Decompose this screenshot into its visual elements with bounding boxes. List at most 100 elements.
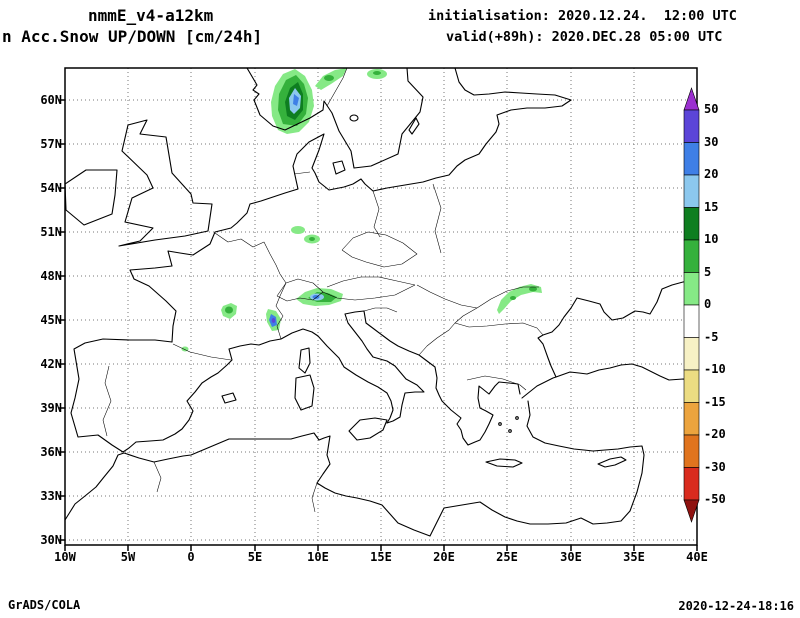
coastline-baltic-northsea-atlantic [129, 68, 572, 343]
island-corsica [298, 347, 311, 374]
lon-tick-label: 10W [54, 550, 76, 564]
colorbar-label: -30 [704, 460, 726, 474]
island-aegean-1 [498, 422, 502, 426]
island-cyprus [597, 456, 627, 468]
lat-tick-label: 30N [40, 533, 62, 547]
colorbar-label: -50 [704, 492, 726, 506]
coastline-ireland [65, 169, 118, 226]
colorbar-label: -15 [704, 395, 726, 409]
border-poland-east [432, 183, 442, 254]
border-denmark-germany [293, 171, 311, 175]
border-austria-north [326, 276, 416, 288]
colorbar-seg-n5-0 [683, 304, 700, 338]
snow-patch-sweden-dot-core [373, 71, 381, 75]
colorbar-seg-20-30 [683, 142, 700, 176]
border-france-italy [275, 282, 287, 340]
snow-patch-sudetes-core [309, 237, 315, 241]
lon-tick-label: 25E [496, 550, 518, 564]
lon-tick-label: 0 [187, 550, 195, 564]
colorbar-seg-5-10 [683, 239, 700, 273]
colorbar-seg-n10-n5 [683, 337, 700, 371]
island-zealand [332, 160, 346, 175]
colorbar-label: -20 [704, 427, 726, 441]
snow-patch-sudetes-1 [291, 226, 305, 234]
snow-patch-norway-streak-core [324, 75, 334, 81]
lat-tick-label: 42N [40, 357, 62, 371]
colorbar-label: -5 [704, 330, 719, 344]
coastline-marmara [521, 376, 557, 399]
island-sardinia [294, 374, 315, 411]
colorbar-label: 50 [704, 102, 719, 116]
border-germany-poland [372, 190, 381, 238]
snow-patch-carpathians [497, 284, 542, 314]
island-aegean-3 [515, 416, 519, 420]
snow-patch-massif-core [225, 306, 233, 314]
island-mallorca [221, 392, 237, 404]
lat-tick-label: 33N [40, 489, 62, 503]
lat-tick-label: 45N [40, 313, 62, 327]
map-frame [64, 67, 698, 546]
colorbar-label: -10 [704, 362, 726, 376]
colorbar-seg-10-15 [683, 207, 700, 241]
colorbar-arrow-bottom [683, 499, 700, 523]
colorbar-seg-n30-n20 [683, 434, 700, 468]
colorbar-label: 30 [704, 135, 719, 149]
lon-tick-label: 10E [307, 550, 329, 564]
lat-tick-label: 51N [40, 225, 62, 239]
border-norway-sweden [326, 68, 348, 107]
colorbar-label: 0 [704, 297, 712, 311]
lon-tick-label: 5W [120, 550, 136, 564]
axis-tick-marks [59, 99, 698, 551]
lat-tick-label: 54N [40, 181, 62, 195]
lat-tick-label: 48N [40, 269, 62, 283]
border-france-germany-benelux [214, 232, 287, 284]
lon-tick-label: 20E [433, 550, 455, 564]
colorbar-seg-n20-n15 [683, 402, 700, 436]
island-gotland [408, 117, 420, 135]
lon-tick-label: 15E [370, 550, 392, 564]
coastline-black-sea-north [537, 279, 697, 378]
lat-tick-label: 39N [40, 401, 62, 415]
colorbar-seg-30-50 [683, 109, 700, 143]
initialisation-time: initialisation: 2020.12.24. 12:00 UTC [428, 8, 737, 24]
colorbar-seg-0-5 [683, 272, 700, 306]
border-austria-south [322, 284, 416, 301]
graticule-grid [65, 68, 697, 545]
lake-vanern [349, 114, 359, 122]
colorbar [683, 87, 700, 523]
snow-patch-west-alps-violet [271, 318, 276, 323]
border-bosnia-serbia [418, 322, 456, 356]
colorbar-label: 20 [704, 167, 719, 181]
coastline-great-britain [118, 119, 213, 247]
colorbar-label: 5 [704, 265, 712, 279]
product-title: n Acc.Snow UP/DOWN [cm/24h] [2, 27, 263, 46]
lon-tick-label: 35E [623, 550, 645, 564]
snow-patch-norway-blue [293, 94, 299, 106]
border-portugal-spain [102, 365, 112, 437]
valid-time: valid(+89h): 2020.DEC.28 05:00 UTC [446, 29, 723, 45]
country-borders [102, 68, 544, 513]
coastline-scandinavia [246, 68, 424, 169]
grads-credit: GrADS/COLA [8, 598, 81, 612]
border-greece-bulgaria-turkey [466, 375, 527, 391]
border-czechia [341, 231, 418, 268]
lat-tick-label: 57N [40, 137, 62, 151]
lon-tick-label: 5E [247, 550, 263, 564]
lon-tick-label: 40E [686, 550, 708, 564]
model-title: nmmE_v4-a12km [88, 6, 214, 25]
island-sicily [348, 417, 388, 441]
coastline-iberia-mediterranean-balkans [70, 310, 521, 453]
snow-patch-carpathians-core2 [510, 296, 516, 300]
border-tunisia-libya [311, 482, 318, 513]
border-slovenia-croatia [363, 307, 398, 313]
coastline-turkey-levant-north-africa [65, 400, 645, 537]
colorbar-seg-15-20 [683, 174, 700, 208]
snow-patch-carpathians-core1 [529, 286, 537, 292]
island-crete [485, 458, 523, 468]
lat-tick-label: 36N [40, 445, 62, 459]
border-hungary-serbia [416, 284, 478, 309]
coastlines [65, 68, 697, 537]
border-romania-north [476, 286, 539, 309]
